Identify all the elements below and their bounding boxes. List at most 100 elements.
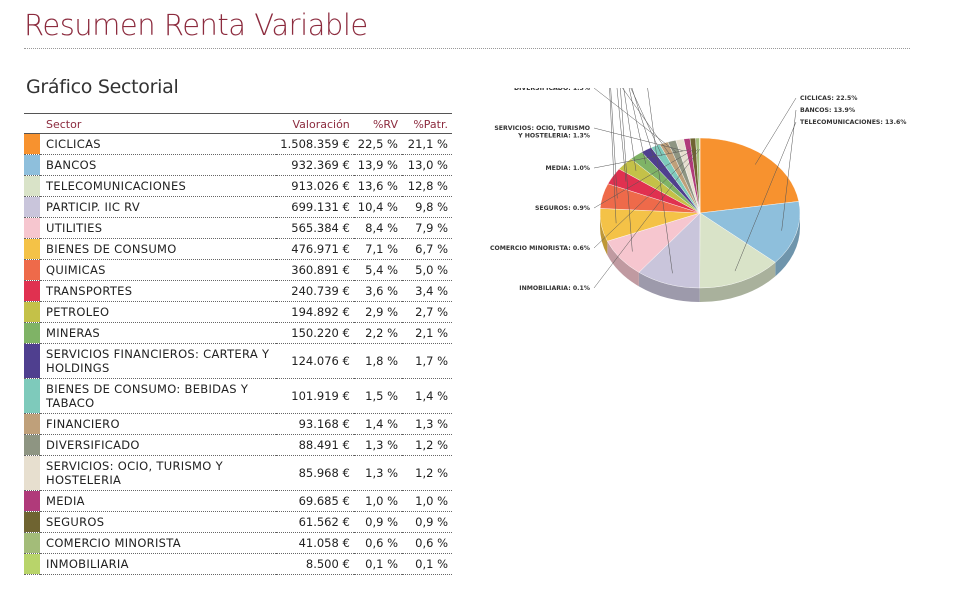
sector-name: TRANSPORTES bbox=[40, 280, 276, 302]
row-color-swatch bbox=[24, 154, 40, 176]
slice-label: MEDIA: 1.0% bbox=[545, 165, 590, 172]
table-row: BANCOS 932.369 €13,9 % 13,0 % bbox=[24, 154, 452, 176]
table-row: SERVICIOS FINANCIEROS: CARTERA Y HOLDING… bbox=[24, 343, 452, 379]
patr-cell: 1,0 % bbox=[402, 490, 452, 512]
patr-cell: 5,0 % bbox=[402, 259, 452, 281]
row-color-swatch bbox=[24, 490, 40, 512]
table-body: CICLICAS 1.508.359 €22,5 % 21,1 % BANCOS 932… bbox=[24, 133, 452, 575]
color-swatch bbox=[24, 218, 40, 238]
color-swatch bbox=[24, 176, 40, 196]
table-row: SEGUROS 61.562 €0,9 % 0,9 % bbox=[24, 511, 452, 533]
row-color-swatch bbox=[24, 217, 40, 239]
leader-line bbox=[616, 88, 627, 182]
rv-cell: 13,6 % bbox=[353, 175, 402, 197]
color-swatch bbox=[24, 239, 40, 259]
pie-labels: CICLICAS: 22.5% BANCOS: 13.9% TELECOMUNICA… bbox=[490, 88, 906, 292]
sector-name: BIENES DE CONSUMO bbox=[40, 238, 276, 260]
color-swatch bbox=[24, 533, 40, 553]
slice-label: BANCOS: 13.9% bbox=[800, 107, 855, 114]
table-row: CICLICAS 1.508.359 €22,5 % 21,1 % bbox=[24, 133, 452, 155]
rv-cell: 0,9 % bbox=[353, 511, 402, 533]
color-swatch bbox=[24, 435, 40, 455]
leader-line bbox=[620, 88, 633, 252]
header-patr: %Patr. bbox=[402, 113, 452, 134]
color-swatch bbox=[24, 134, 40, 154]
leader-line bbox=[647, 88, 673, 274]
rv-cell: 3,6 % bbox=[353, 280, 402, 302]
row-color-swatch bbox=[24, 378, 40, 414]
rv-cell: 13,9 % bbox=[353, 154, 402, 176]
patr-cell: 2,1 % bbox=[402, 322, 452, 344]
slice-label: SEGUROS: 0.9% bbox=[535, 205, 590, 212]
color-swatch bbox=[24, 554, 40, 574]
table-row: SERVICIOS: OCIO, TURISMO Y HOSTELERIA 85.… bbox=[24, 455, 452, 491]
patr-cell: 12,8 % bbox=[402, 175, 452, 197]
valoracion-cell: 124.076 € bbox=[275, 343, 354, 379]
color-swatch bbox=[24, 281, 40, 301]
valoracion-cell: 93.168 € bbox=[275, 413, 354, 435]
rv-cell: 8,4 % bbox=[353, 217, 402, 239]
patr-cell: 1,2 % bbox=[402, 434, 452, 456]
row-color-swatch bbox=[24, 301, 40, 323]
pie-slice bbox=[699, 137, 701, 214]
sector-name: MINERAS bbox=[40, 322, 276, 344]
slice-label: SERVICIOS: OCIO, TURISMO bbox=[494, 125, 590, 132]
patr-cell: 6,7 % bbox=[402, 238, 452, 260]
row-color-swatch bbox=[24, 280, 40, 302]
patr-cell: 2,7 % bbox=[402, 301, 452, 323]
leader-line bbox=[631, 88, 655, 160]
rv-cell: 5,4 % bbox=[353, 259, 402, 281]
valoracion-cell: 61.562 € bbox=[275, 511, 354, 533]
sector-name: UTILITIES bbox=[40, 217, 276, 239]
rv-cell: 1,3 % bbox=[353, 434, 402, 456]
valoracion-cell: 194.892 € bbox=[275, 301, 354, 323]
table-header-row: Sector Valoración %RV %Patr. bbox=[24, 113, 452, 134]
page-title: Resumen Renta Variable bbox=[24, 8, 368, 42]
slice-label: DIVERSIFICADO: 1.3% bbox=[514, 88, 590, 92]
pie-slice bbox=[699, 212, 776, 289]
rv-cell: 22,5 % bbox=[353, 133, 402, 155]
sector-pie-chart: CICLICAS: 22.5% BANCOS: 13.9% TELECOMUNICA… bbox=[490, 88, 906, 302]
row-color-swatch bbox=[24, 322, 40, 344]
table-row: COMERCIO MINORISTA 41.058 €0,6 % 0,6 % bbox=[24, 532, 452, 554]
row-color-swatch bbox=[24, 511, 40, 533]
row-color-swatch bbox=[24, 175, 40, 197]
table-row: MINERAS 150.220 €2,2 % 2,1 % bbox=[24, 322, 452, 344]
valoracion-cell: 41.058 € bbox=[275, 532, 354, 554]
rv-cell: 2,2 % bbox=[353, 322, 402, 344]
valoracion-cell: 1.508.359 € bbox=[275, 133, 354, 155]
rv-cell: 1,3 % bbox=[353, 455, 402, 491]
rv-cell: 7,1 % bbox=[353, 238, 402, 260]
slice-label: COMERCIO MINORISTA: 0.6% bbox=[490, 245, 590, 252]
color-swatch bbox=[24, 491, 40, 511]
patr-cell: 0,9 % bbox=[402, 511, 452, 533]
row-color-swatch bbox=[24, 259, 40, 281]
leader-line bbox=[593, 149, 699, 249]
color-swatch bbox=[24, 197, 40, 217]
color-swatch bbox=[24, 155, 40, 175]
rv-cell: 0,1 % bbox=[353, 553, 402, 575]
rv-cell: 10,4 % bbox=[353, 196, 402, 218]
table-row: UTILITIES 565.384 €8,4 % 7,9 % bbox=[24, 217, 452, 239]
leader-line bbox=[593, 127, 683, 151]
table-row: PETROLEO 194.892 €2,9 % 2,7 % bbox=[24, 301, 452, 323]
leader-line bbox=[622, 88, 670, 154]
patr-cell: 7,9 % bbox=[402, 217, 452, 239]
pie-slice-side bbox=[775, 213, 800, 277]
rv-cell: 1,8 % bbox=[353, 343, 402, 379]
slice-label: CICLICAS: 22.5% bbox=[800, 95, 858, 102]
table-row: INMOBILIARIA 8.500 €0,1 % 0,1 % bbox=[24, 553, 452, 575]
leader-line bbox=[593, 88, 677, 153]
sector-name: TELECOMUNICACIONES bbox=[40, 175, 276, 197]
pie-slice-side bbox=[600, 213, 608, 256]
color-swatch bbox=[24, 302, 40, 322]
leader-line bbox=[609, 88, 617, 224]
pie-top-faces bbox=[599, 137, 801, 289]
patr-cell: 1,7 % bbox=[402, 343, 452, 379]
table-row: MEDIA 69.685 €1,0 % 1,0 % bbox=[24, 490, 452, 512]
color-swatch bbox=[24, 323, 40, 343]
rv-cell: 2,9 % bbox=[353, 301, 402, 323]
valoracion-cell: 476.971 € bbox=[275, 238, 354, 260]
table-row: DIVERSIFICADO 88.491 €1,3 % 1,2 % bbox=[24, 434, 452, 456]
patr-cell: 13,0 % bbox=[402, 154, 452, 176]
